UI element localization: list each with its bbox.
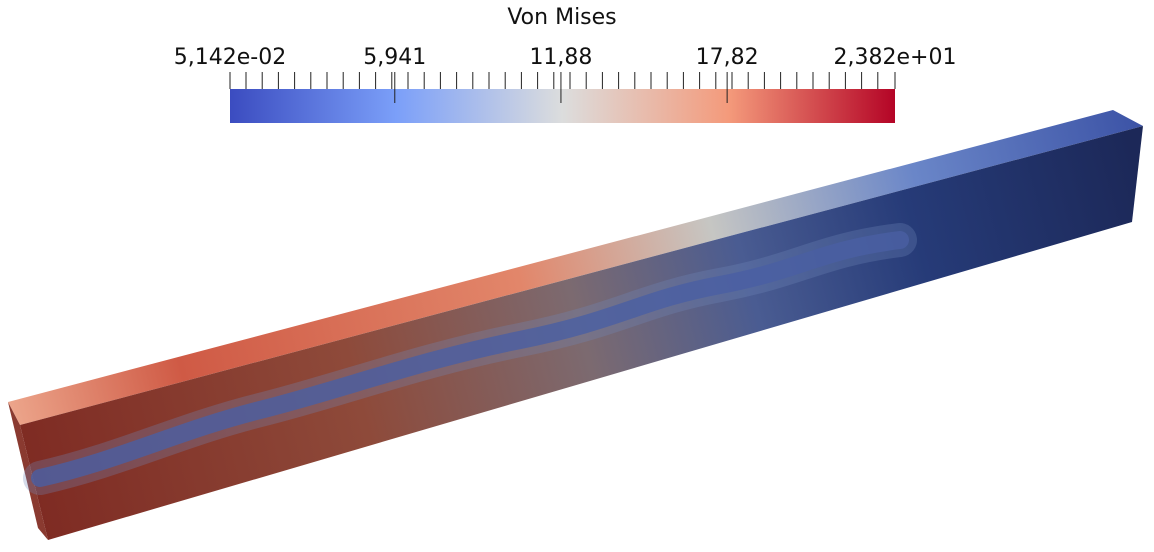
beam-stress-halo [23, 223, 917, 495]
tick-label: 17,82 [696, 45, 759, 70]
beam-top-face [8, 110, 1143, 425]
beam-end-face [8, 402, 48, 540]
color-legend: Von Mises 5,142e-02 5,941 11,88 17,82 2,382e… [174, 5, 957, 123]
legend-title: Von Mises [507, 5, 616, 30]
color-bar [230, 89, 895, 123]
beam [8, 110, 1143, 540]
tick-label: 11,88 [529, 45, 592, 70]
tick-label: 5,941 [363, 45, 426, 70]
tick-label: 5,142e-02 [174, 45, 286, 70]
tick-label: 2,382e+01 [834, 45, 957, 70]
beam-stress-band [31, 231, 909, 487]
